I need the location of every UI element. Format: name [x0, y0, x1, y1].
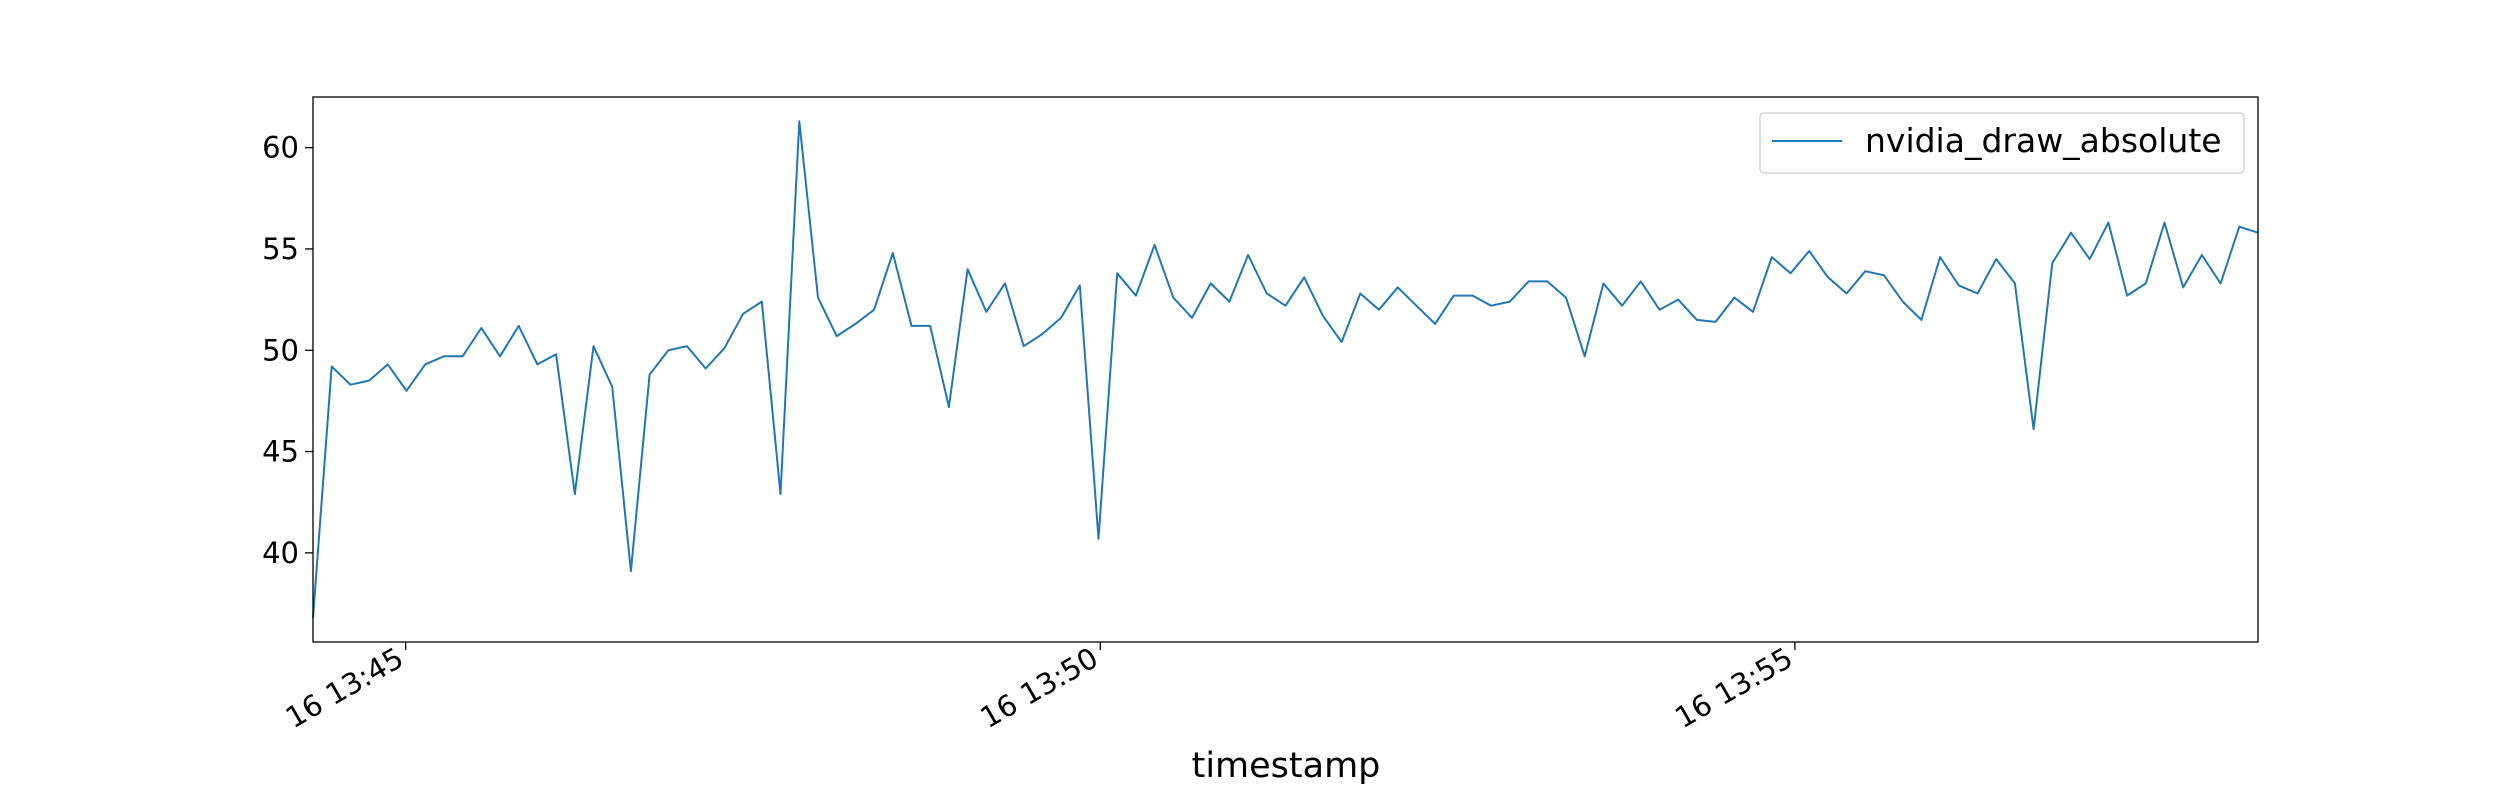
y-tick-label: 45 [262, 435, 299, 469]
x-tick-label: 16 13:50 [974, 641, 1103, 735]
y-tick-label: 50 [262, 333, 299, 367]
series-layer [312, 120, 2259, 618]
axis-ticks: 40 45 50 55 60 16 13:45 16 13:50 16 13:55 [262, 131, 1798, 735]
plot-frame [312, 96, 2259, 643]
legend-frame [1759, 112, 2245, 174]
series-line-nvidia_draw_absolute [312, 120, 2259, 618]
y-tick-label: 55 [262, 232, 299, 266]
legend-label: nvidia_draw_absolute [1865, 121, 2222, 160]
x-tick-label: 16 13:55 [1669, 641, 1798, 735]
y-tick-label: 40 [262, 536, 299, 570]
y-tick-label: 60 [262, 131, 299, 165]
legend: nvidia_draw_absolute [1759, 112, 2245, 174]
x-tick-label: 16 13:45 [280, 641, 409, 735]
x-axis-label: timestamp [1192, 746, 1381, 786]
